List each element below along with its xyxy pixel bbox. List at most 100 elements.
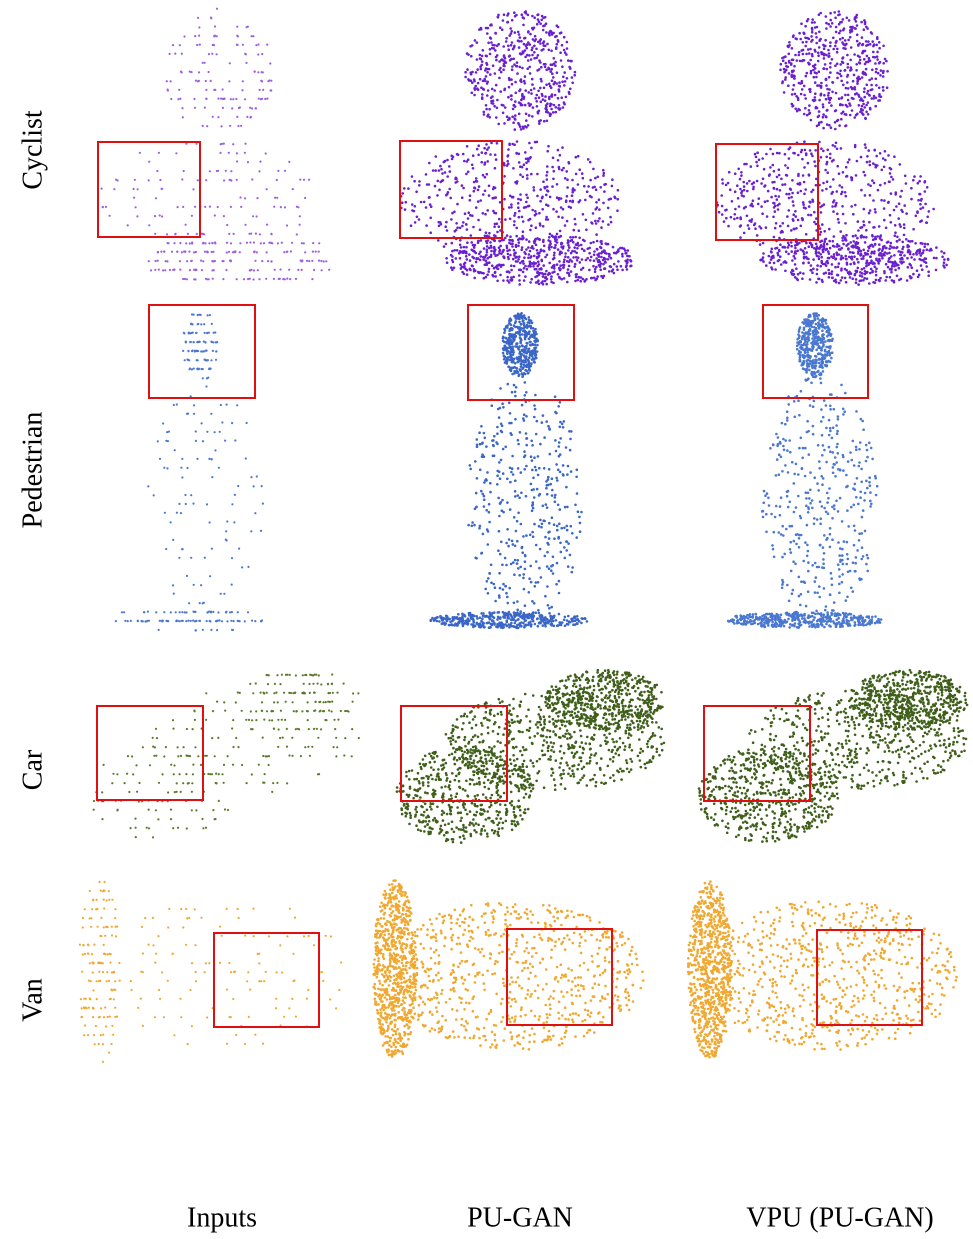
point [813, 21, 816, 24]
point [533, 87, 536, 90]
point [482, 612, 485, 615]
point [893, 155, 896, 158]
point [520, 492, 523, 495]
point [556, 43, 559, 46]
point [548, 49, 551, 52]
point [762, 252, 765, 255]
point [875, 274, 878, 277]
point [823, 45, 826, 48]
point [524, 151, 527, 154]
point [466, 145, 469, 148]
point [534, 276, 537, 279]
point [197, 350, 199, 352]
point [505, 564, 508, 567]
point [452, 156, 455, 159]
point [105, 206, 107, 208]
point [786, 584, 789, 587]
point [879, 74, 882, 77]
point [210, 611, 212, 613]
point [201, 269, 203, 271]
point [852, 213, 855, 216]
point [815, 281, 818, 284]
point [521, 546, 524, 549]
point [567, 256, 570, 259]
point [491, 619, 494, 622]
point [163, 611, 165, 613]
point [794, 93, 797, 96]
point [566, 47, 569, 50]
point [236, 26, 238, 28]
point [318, 242, 320, 244]
point [556, 263, 559, 266]
point [493, 246, 496, 249]
point [774, 195, 777, 198]
point [721, 178, 724, 181]
point [178, 503, 180, 505]
point [534, 350, 537, 353]
point [494, 600, 497, 603]
point [793, 228, 796, 231]
point [857, 242, 860, 245]
point [607, 207, 610, 210]
point [843, 69, 846, 72]
point [890, 221, 893, 224]
point [506, 164, 509, 167]
point [752, 186, 755, 189]
point [874, 281, 877, 284]
point [486, 273, 489, 276]
point [852, 235, 855, 238]
point [470, 234, 473, 237]
point [504, 106, 507, 109]
point [769, 166, 772, 169]
point [557, 536, 560, 539]
point [881, 169, 884, 172]
point [790, 188, 793, 191]
point [562, 167, 565, 170]
point [790, 229, 793, 232]
point [508, 330, 511, 333]
point [599, 268, 602, 271]
point [323, 260, 325, 262]
point [521, 67, 524, 70]
point [835, 92, 838, 95]
point [784, 183, 787, 186]
point [240, 206, 242, 208]
point [537, 455, 540, 458]
point [887, 201, 890, 204]
point [477, 144, 480, 147]
point [879, 277, 882, 280]
point [756, 234, 759, 237]
point [525, 345, 528, 348]
point [878, 243, 881, 246]
point [556, 525, 559, 528]
point [543, 120, 546, 123]
point [507, 383, 510, 386]
point [136, 215, 138, 217]
point [743, 185, 746, 188]
point [471, 81, 474, 84]
point [883, 270, 886, 273]
point [834, 121, 837, 124]
point [518, 274, 521, 277]
point [253, 241, 255, 243]
point [496, 99, 499, 102]
point [225, 530, 227, 532]
point [308, 179, 310, 181]
point [533, 330, 536, 333]
point [589, 179, 592, 182]
point [135, 206, 137, 208]
point [854, 204, 857, 207]
point [580, 244, 583, 247]
point [304, 251, 306, 253]
point [520, 363, 523, 366]
point [520, 360, 523, 363]
point [237, 611, 239, 613]
point [874, 105, 877, 108]
point [563, 84, 566, 87]
point [880, 239, 883, 242]
point [899, 260, 902, 263]
point [548, 98, 551, 101]
point [825, 188, 828, 191]
point [453, 249, 456, 252]
point [894, 260, 897, 263]
